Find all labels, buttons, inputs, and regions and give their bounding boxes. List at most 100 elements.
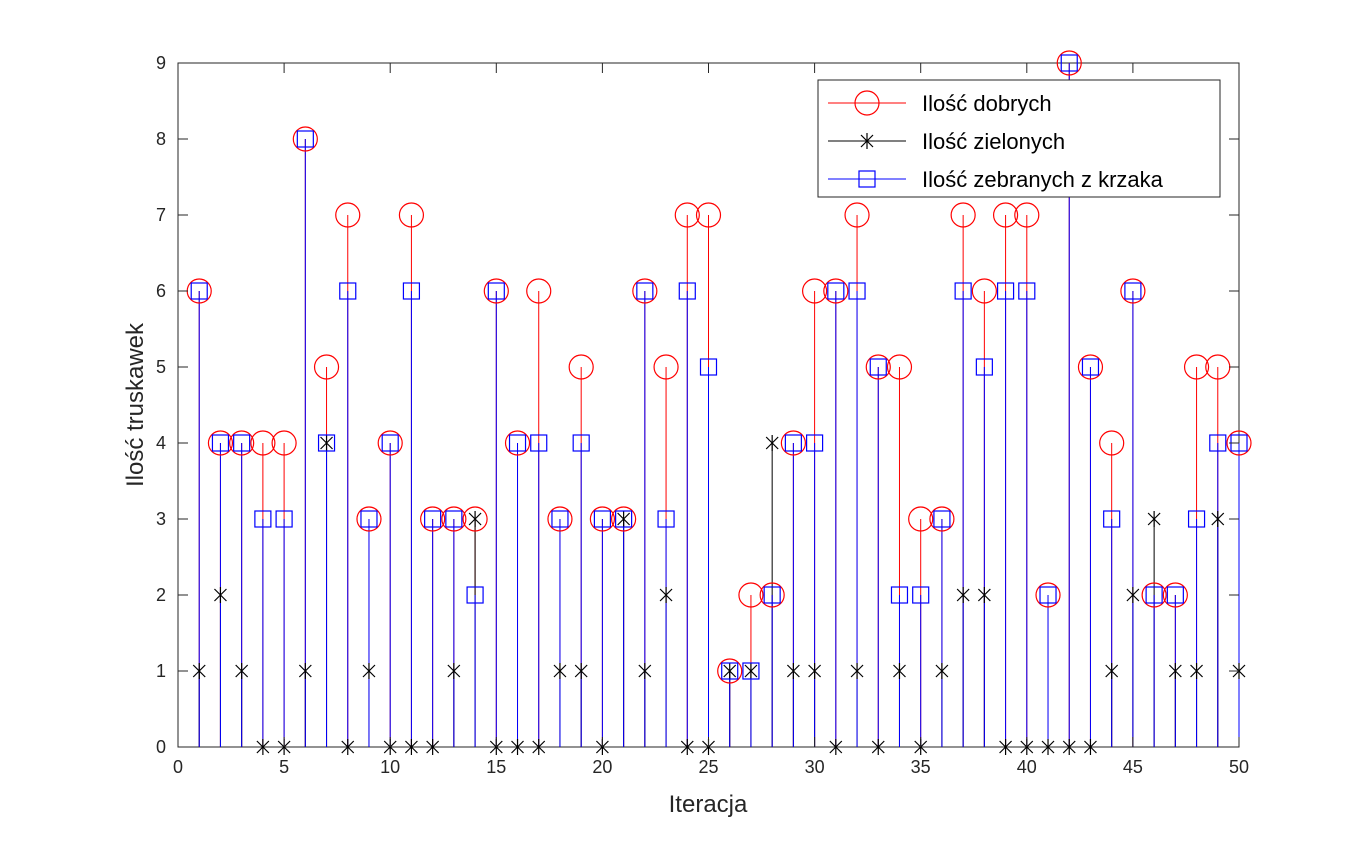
data-point — [977, 587, 991, 603]
data-point — [935, 663, 949, 679]
legend-entry: Ilość zebranych z krzaka — [828, 167, 1164, 192]
data-point — [848, 282, 866, 300]
data-point — [377, 430, 403, 456]
data-point — [617, 511, 631, 527]
data-point — [593, 510, 612, 528]
x-tick-label: 15 — [486, 757, 506, 777]
data-point — [275, 510, 293, 528]
data-point — [638, 663, 652, 679]
y-tick-label: 3 — [156, 509, 166, 529]
data-point — [678, 282, 696, 300]
marker-series-2 — [190, 54, 1248, 680]
data-point — [424, 510, 442, 528]
data-point — [553, 663, 567, 679]
x-axis-label: Iteracja — [669, 791, 748, 818]
data-point — [1211, 511, 1225, 527]
data-point — [530, 434, 548, 452]
data-point — [426, 739, 440, 755]
data-point — [551, 510, 569, 528]
legend-label: Ilość zebranych z krzaka — [922, 167, 1164, 192]
x-tick-label: 30 — [805, 757, 825, 777]
data-point — [1168, 663, 1182, 679]
data-point — [971, 278, 997, 304]
data-point — [844, 202, 870, 228]
data-point — [504, 430, 531, 456]
data-point — [356, 506, 382, 532]
data-point — [784, 434, 802, 452]
data-point — [1035, 582, 1061, 608]
y-tick-label: 2 — [156, 585, 166, 605]
data-point — [1226, 430, 1252, 456]
data-point — [717, 658, 743, 684]
x-tick-label: 35 — [911, 757, 931, 777]
data-point — [890, 586, 909, 604]
y-tick-label: 7 — [156, 205, 166, 225]
data-point — [190, 282, 208, 300]
x-tick-label: 0 — [173, 757, 183, 777]
data-point — [462, 506, 488, 532]
y-tick-label: 5 — [156, 357, 166, 377]
data-point — [398, 202, 425, 228]
data-point — [674, 202, 700, 228]
data-point — [589, 506, 616, 532]
data-point — [1018, 282, 1036, 300]
data-point — [574, 663, 588, 679]
data-point — [1056, 50, 1082, 76]
data-point — [827, 282, 845, 300]
data-point — [657, 510, 675, 528]
data-point — [1141, 582, 1167, 608]
data-point — [468, 511, 482, 527]
stem-series-2 — [198, 63, 1240, 747]
data-point — [1077, 354, 1104, 380]
data-point — [780, 430, 806, 456]
data-point — [653, 354, 679, 380]
data-point — [404, 739, 418, 755]
data-point — [233, 434, 251, 452]
data-point — [1145, 586, 1163, 604]
data-point — [362, 663, 376, 679]
legend-marker — [860, 133, 874, 149]
data-point — [320, 435, 333, 451]
x-tick-label: 45 — [1123, 757, 1143, 777]
data-point — [339, 282, 357, 300]
data-point — [250, 430, 276, 456]
legend-label: Ilość dobrych — [922, 91, 1052, 116]
data-point — [1060, 54, 1078, 72]
data-point — [341, 739, 355, 755]
data-point — [721, 662, 739, 680]
data-point — [744, 663, 758, 679]
data-point — [211, 434, 230, 452]
data-point — [1041, 739, 1055, 755]
y-tick-label: 6 — [156, 281, 166, 301]
data-point — [1084, 739, 1097, 755]
data-point — [1183, 354, 1210, 380]
legend-entry: Ilość zielonych — [828, 129, 1065, 154]
data-point — [1147, 511, 1161, 527]
data-point — [313, 354, 340, 380]
data-point — [1081, 358, 1100, 376]
data-point — [572, 434, 590, 452]
data-point — [723, 663, 737, 679]
data-point — [763, 586, 781, 604]
data-point — [402, 282, 421, 300]
legend-entry: Ilość dobrych — [828, 90, 1052, 116]
marker-series-0 — [186, 50, 1252, 684]
data-point — [445, 510, 463, 528]
data-point — [466, 586, 484, 604]
data-point — [568, 354, 594, 380]
data-point — [886, 354, 913, 380]
data-point — [908, 506, 934, 532]
legend-marker — [858, 170, 876, 188]
x-tick-label: 20 — [592, 757, 612, 777]
data-point — [871, 739, 885, 755]
y-tick-label: 9 — [156, 53, 166, 73]
data-point — [912, 586, 930, 604]
data-point — [292, 126, 318, 152]
data-point — [636, 282, 654, 300]
data-point — [1187, 510, 1206, 528]
data-point — [1190, 663, 1203, 679]
data-point — [441, 506, 467, 532]
data-point — [893, 663, 906, 679]
